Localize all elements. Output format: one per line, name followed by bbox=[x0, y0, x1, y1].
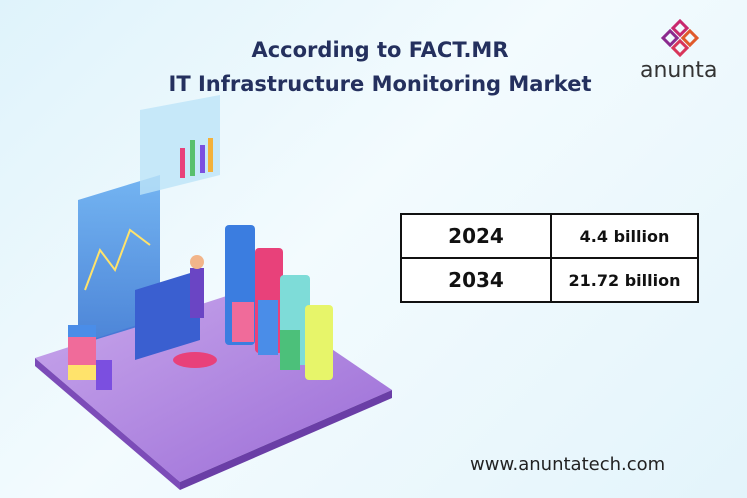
person-head bbox=[190, 255, 204, 269]
bar bbox=[258, 300, 278, 355]
value-cell: 21.72 billion bbox=[550, 257, 699, 303]
website: www.anuntatech.com bbox=[470, 454, 666, 475]
pedestal bbox=[173, 352, 217, 368]
year-cell: 2034 bbox=[400, 257, 552, 303]
mini-bar bbox=[180, 148, 185, 178]
value-cell: 4.4 billion bbox=[550, 213, 699, 259]
title: IT Infrastructure Monitoring Market bbox=[168, 72, 592, 96]
chart-line bbox=[84, 228, 151, 291]
mini-bar bbox=[190, 140, 195, 176]
mini-bar bbox=[208, 138, 213, 172]
platform-edge bbox=[180, 390, 392, 490]
mini-bar bbox=[200, 145, 205, 173]
block-stack bbox=[68, 365, 96, 380]
bar bbox=[280, 330, 300, 370]
bar bbox=[232, 302, 254, 342]
block-stack bbox=[68, 325, 96, 337]
logo-text: anunta bbox=[640, 58, 718, 83]
year-cell: 2024 bbox=[400, 213, 552, 259]
person bbox=[190, 268, 204, 318]
logo-icon bbox=[660, 18, 700, 58]
cylinder bbox=[305, 305, 333, 380]
monitor bbox=[135, 270, 200, 360]
table-row: 2034 21.72 billion bbox=[400, 257, 699, 303]
table-row: 2024 4.4 billion bbox=[400, 213, 699, 259]
title: According to FACT.MR bbox=[251, 38, 509, 62]
block-stack bbox=[96, 360, 112, 390]
market-table: 2024 4.4 billion 2034 21.72 billion bbox=[400, 213, 699, 303]
platform-edge bbox=[35, 358, 180, 490]
